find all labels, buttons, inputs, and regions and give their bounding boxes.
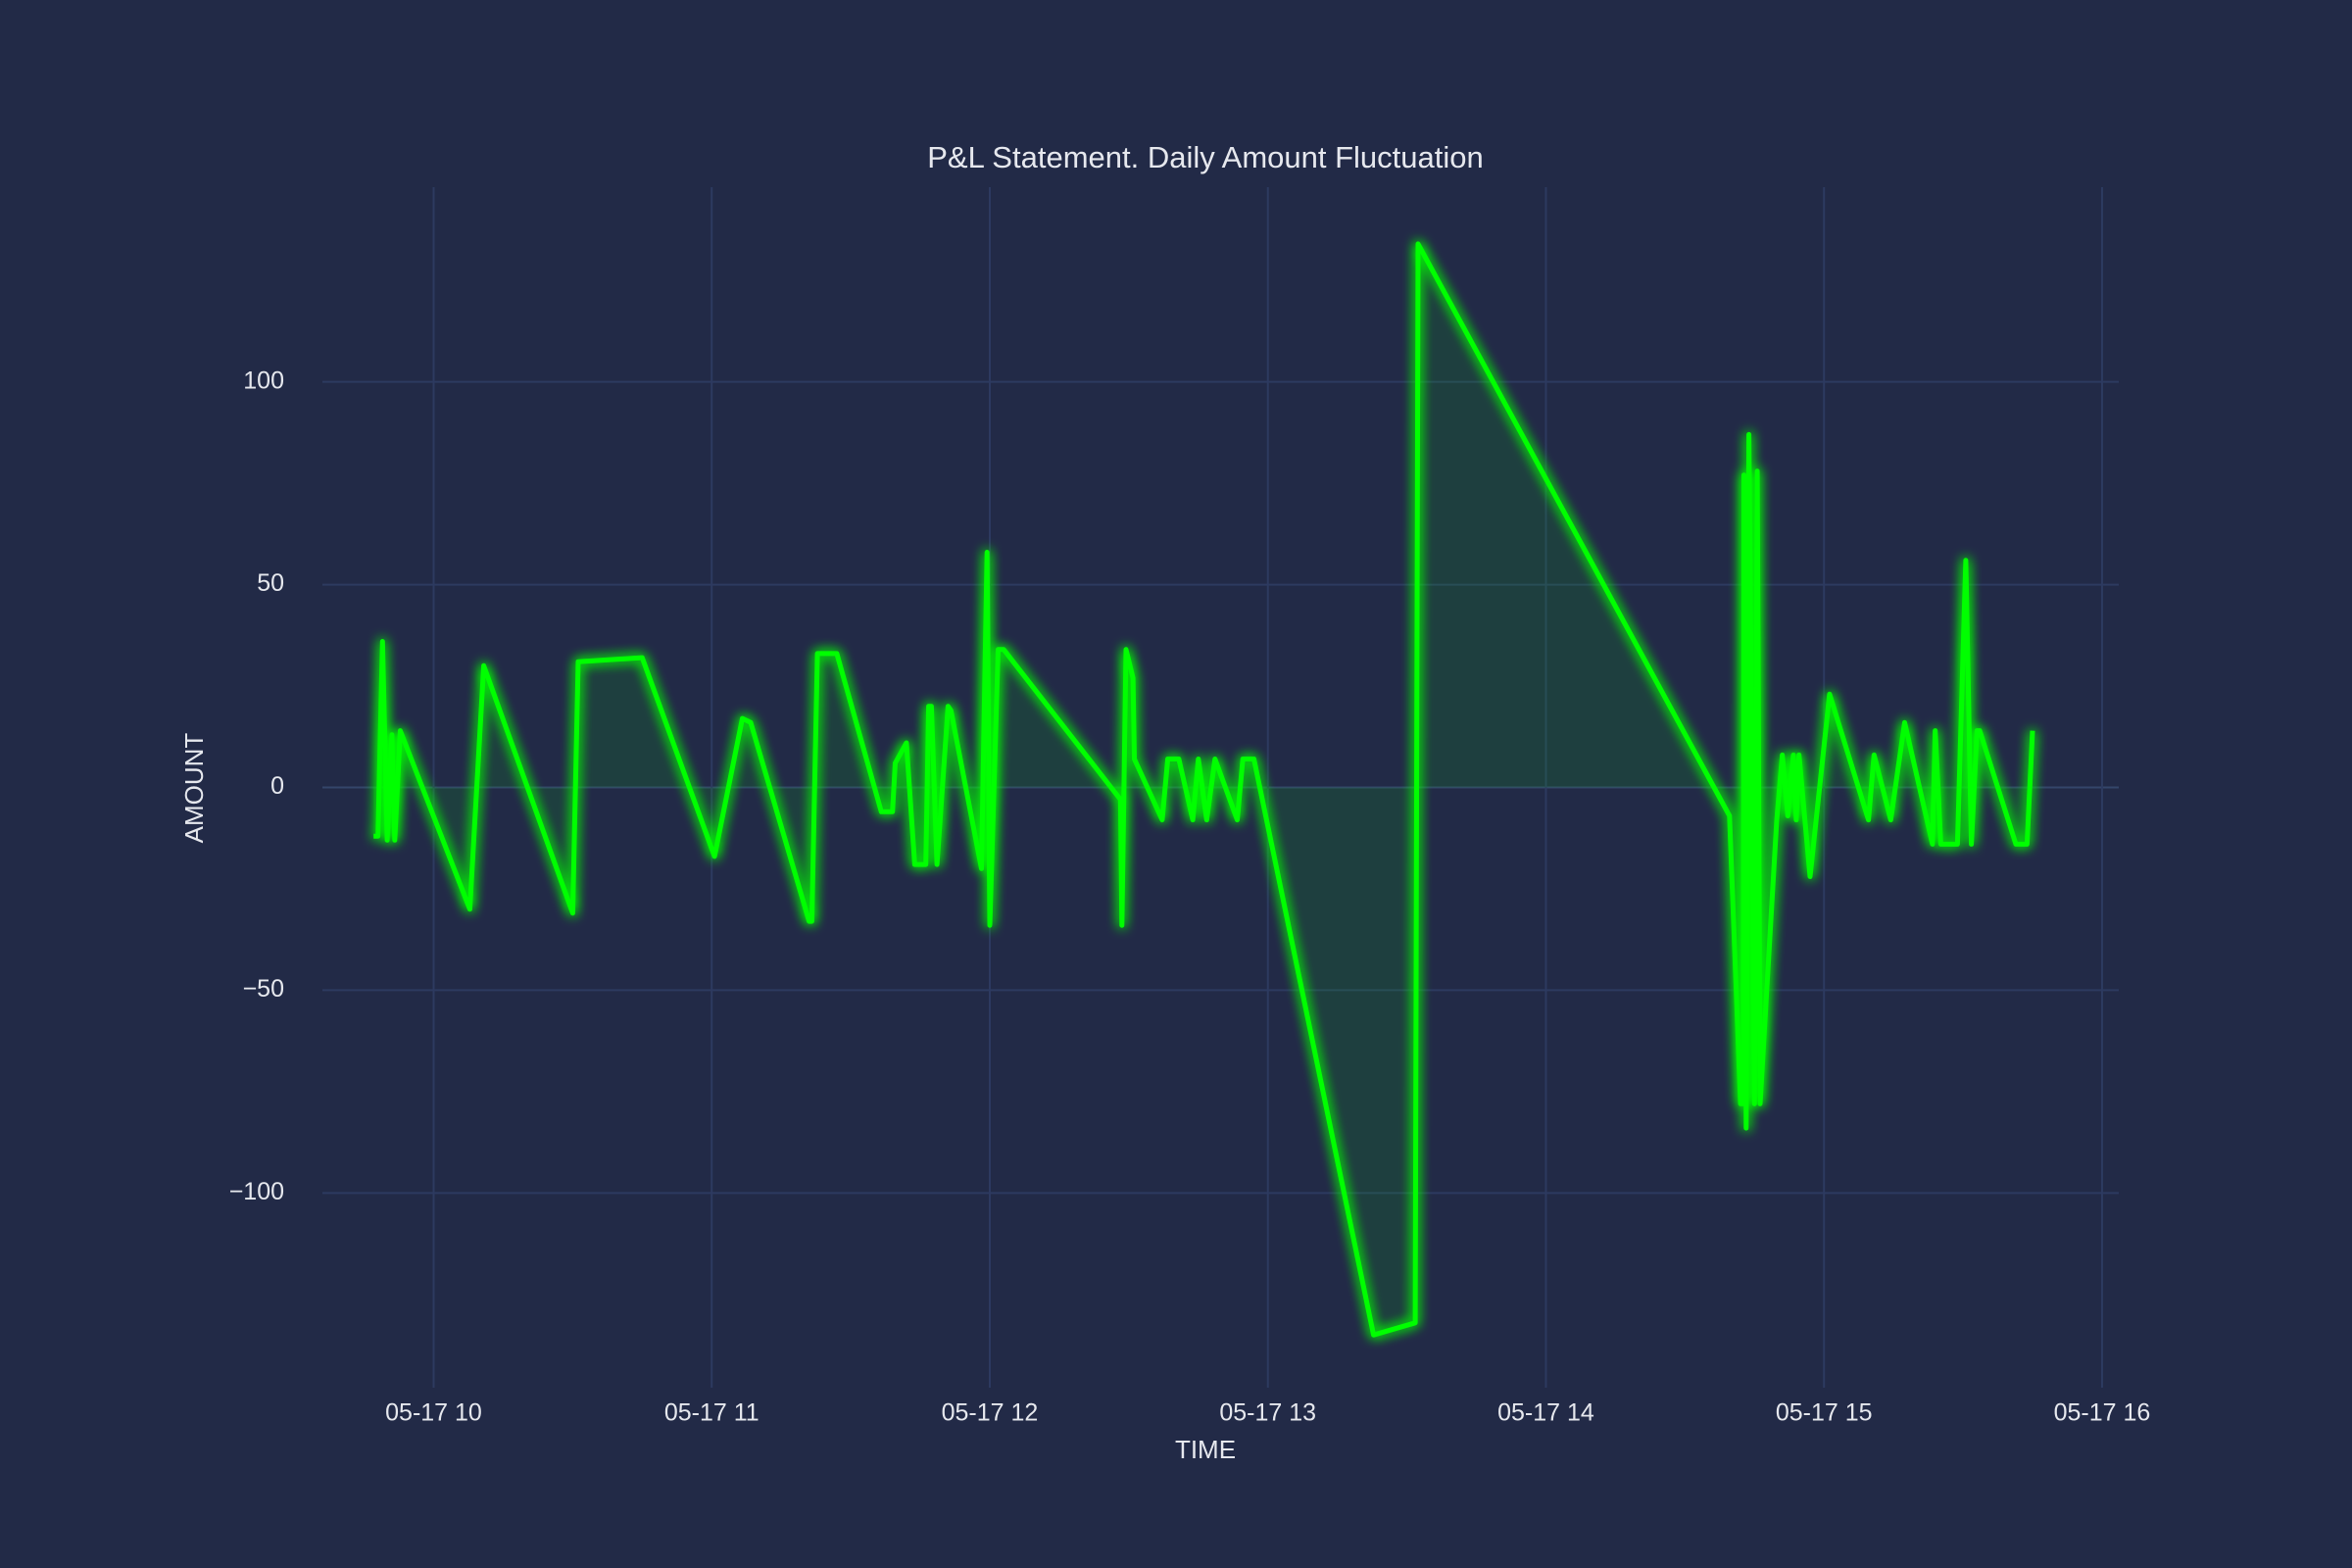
chart-title: P&L Statement. Daily Amount Fluctuation <box>927 140 1483 174</box>
x-tick-label: 05-17 11 <box>664 1399 760 1427</box>
x-tick-label: 05-17 12 <box>942 1399 1039 1427</box>
y-tick-label: 100 <box>243 367 284 394</box>
y-tick-label: −100 <box>229 1178 284 1205</box>
x-tick-label: 05-17 15 <box>1776 1399 1873 1427</box>
x-tick-label: 05-17 14 <box>1497 1399 1594 1427</box>
x-axis-title: TIME <box>1175 1435 1236 1464</box>
y-tick-label: 0 <box>270 772 284 800</box>
y-tick-label: −50 <box>243 975 284 1003</box>
x-tick-label: 05-17 13 <box>1219 1399 1316 1427</box>
y-tick-label: 50 <box>257 569 284 597</box>
y-axis-title: AMOUNT <box>179 733 209 844</box>
line <box>373 241 2035 1338</box>
x-tick-label: 05-17 16 <box>2054 1399 2151 1427</box>
x-tick-label: 05-17 10 <box>385 1399 482 1427</box>
